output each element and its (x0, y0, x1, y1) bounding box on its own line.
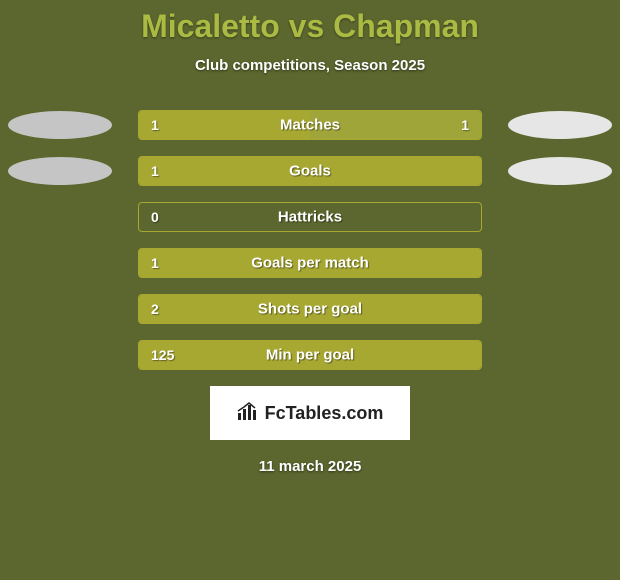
stat-bar: 2Shots per goal (138, 294, 482, 324)
stats-container: 11Matches 1Goals 0Hattricks 1Goals per matc… (0, 110, 620, 370)
logo-box: FcTables.com (210, 386, 410, 440)
stat-bar: 1Goals (138, 156, 482, 186)
stat-label: Hattricks (139, 209, 481, 226)
stat-bar: 1Goals per match (138, 248, 482, 278)
stat-row: 125Min per goal (0, 340, 620, 370)
stat-row: 1Goals per match (0, 248, 620, 278)
stat-row: 11Matches (0, 110, 620, 140)
stat-label: Matches (139, 117, 481, 134)
stat-bar: 0Hattricks (138, 202, 482, 232)
page-subtitle: Club competitions, Season 2025 (0, 57, 620, 74)
stat-label: Min per goal (139, 347, 481, 364)
ellipse-right (508, 111, 612, 139)
ellipse-left (8, 111, 112, 139)
stat-bar: 125Min per goal (138, 340, 482, 370)
logo-text: FcTables.com (265, 403, 384, 424)
date-text: 11 march 2025 (0, 458, 620, 475)
stat-label: Shots per goal (139, 301, 481, 318)
stat-row: 0Hattricks (0, 202, 620, 232)
ellipse-right (508, 157, 612, 185)
stat-bar: 11Matches (138, 110, 482, 140)
chart-icon (237, 401, 261, 426)
stat-label: Goals per match (139, 255, 481, 272)
stat-row: 1Goals (0, 156, 620, 186)
stat-label: Goals (139, 163, 481, 180)
ellipse-left (8, 157, 112, 185)
stat-row: 2Shots per goal (0, 294, 620, 324)
page-title: Micaletto vs Chapman (0, 0, 620, 45)
